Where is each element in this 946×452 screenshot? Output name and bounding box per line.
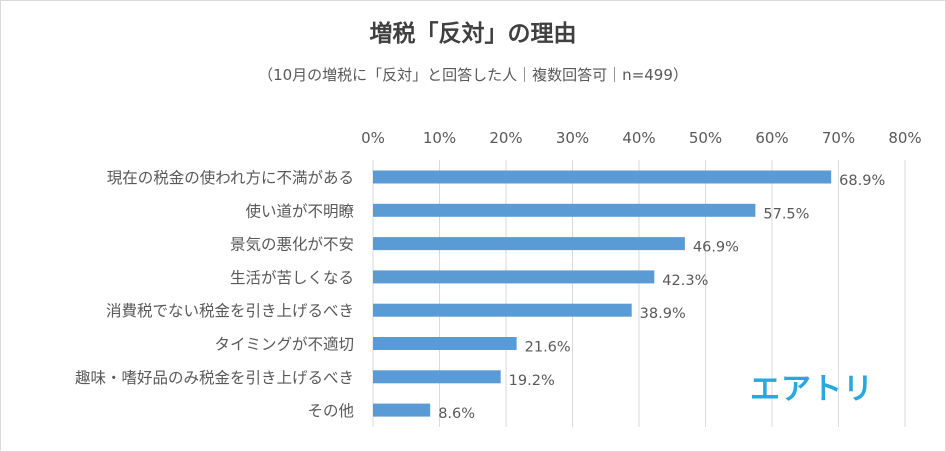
data-labels: 68.9% 57.5% 46.9% 42.3% 38.9% 21.6% 19.2% 8.6% <box>438 173 885 422</box>
bar <box>373 170 832 184</box>
bar <box>373 237 685 251</box>
category-label: 使い道が不明瞭 <box>245 202 354 220</box>
x-tick-label: 80% <box>888 129 921 147</box>
category-label: 生活が苦しくなる <box>230 269 354 287</box>
bar <box>373 370 501 384</box>
data-label: 46.9% <box>693 240 739 256</box>
x-tick-label: 0% <box>361 129 385 147</box>
category-label: タイミングが不適切 <box>214 336 354 354</box>
x-tick-label: 60% <box>755 129 788 147</box>
chart-title: 増税「反対」の理由 <box>369 21 577 47</box>
bars <box>373 170 832 417</box>
x-tick-label: 10% <box>423 129 456 147</box>
data-label: 8.6% <box>438 406 475 422</box>
bar <box>373 303 632 317</box>
data-label: 38.9% <box>640 306 686 322</box>
data-label: 68.9% <box>839 173 885 189</box>
x-tick-label: 50% <box>689 129 722 147</box>
bar <box>373 270 655 284</box>
x-tick-label: 70% <box>822 129 855 147</box>
category-label: 趣味・嗜好品のみ税金を引き上げるべき <box>75 369 354 387</box>
x-tick-label: 20% <box>489 129 522 147</box>
bar <box>373 337 517 350</box>
category-label: その他 <box>307 402 354 420</box>
airtrip-logo: エアトリ <box>750 372 874 407</box>
x-tick-label: 40% <box>622 129 655 147</box>
bar <box>373 403 431 417</box>
data-label: 19.2% <box>509 373 555 389</box>
data-label: 21.6% <box>525 340 571 356</box>
category-label: 消費税でない税金を引き上げるべき <box>106 302 354 320</box>
category-label: 現在の税金の使われ方に不満がある <box>107 169 354 187</box>
category-labels: 現在の税金の使われ方に不満がある使い道が不明瞭景気の悪化が不安生活が苦しくなる消… <box>75 169 355 420</box>
chart-subtitle: （10月の増税に「反対」と回答した人｜複数回答可｜n=499） <box>258 66 688 84</box>
category-label: 景気の悪化が不安 <box>230 236 354 254</box>
x-axis-ticks: 0% 10% 20% 30% 40% 50% 60% 70% 80% <box>361 129 922 147</box>
data-label: 57.5% <box>763 206 809 222</box>
bar <box>373 203 756 217</box>
data-label: 42.3% <box>662 273 708 289</box>
x-tick-label: 30% <box>556 129 589 147</box>
